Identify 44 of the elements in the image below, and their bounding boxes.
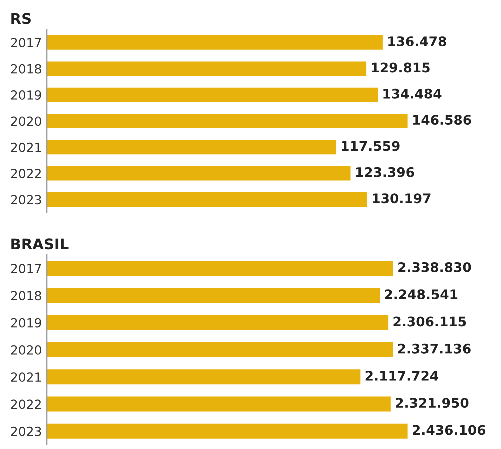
y-tick-label: 2019	[11, 318, 42, 328]
bar	[47, 62, 367, 76]
y-tick-label: 2022	[11, 400, 41, 410]
y-tick-label: 2020	[11, 116, 42, 126]
bar	[47, 114, 408, 128]
bar	[47, 261, 394, 276]
y-tick-label: 2018	[11, 291, 42, 301]
bar	[47, 36, 383, 50]
data-label: 2.248.541	[385, 290, 458, 300]
data-label: 2.321.950	[396, 398, 469, 408]
y-tick-label: 2018	[11, 64, 42, 74]
data-label: 2.337.136	[398, 344, 471, 354]
data-label: 146.586	[413, 115, 472, 126]
bar	[47, 424, 408, 439]
bar	[47, 342, 394, 358]
chart-title: BRASIL	[12, 238, 69, 250]
y-tick-label: 2017	[11, 38, 42, 48]
y-tick-label: 2020	[11, 345, 42, 355]
data-label: 2.117.724	[366, 370, 439, 381]
bar	[47, 315, 389, 330]
y-tick-label: 2017	[11, 264, 42, 274]
data-label: 117.559	[342, 141, 400, 152]
data-label: 2.306.115	[394, 316, 466, 327]
data-label: 2.338.830	[398, 262, 472, 272]
data-label: 130.197	[373, 194, 431, 204]
bar	[47, 140, 336, 155]
y-tick-label: 2023	[11, 426, 42, 436]
data-label: 129.815	[372, 62, 430, 73]
y-tick-label: 2022	[11, 169, 41, 178]
bar	[47, 166, 351, 181]
data-label: 136.478	[388, 36, 446, 47]
data-label: 123.396	[356, 167, 414, 178]
bar	[47, 288, 380, 304]
bar	[47, 192, 368, 207]
chart-title: RS	[12, 13, 31, 24]
y-tick-label: 2019	[11, 90, 42, 100]
data-label: 2.436.106	[413, 425, 486, 436]
bar	[47, 396, 391, 412]
bar	[47, 88, 378, 102]
y-tick-label: 2021	[11, 142, 42, 152]
bar	[47, 370, 361, 385]
y-tick-label: 2023	[11, 195, 42, 205]
data-label: 134.484	[384, 88, 442, 99]
y-tick-label: 2021	[11, 372, 42, 382]
